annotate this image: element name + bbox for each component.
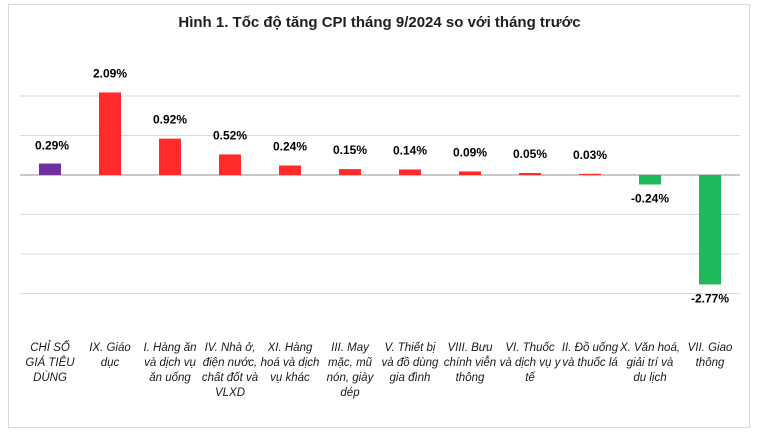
data-label-5: 0.15% <box>333 143 367 157</box>
data-label-10: -0.24% <box>631 191 669 205</box>
bar-3 <box>219 154 241 175</box>
category-label-3: IV. Nhà ở, điện nước, chất đốt và VLXD <box>201 342 259 399</box>
bar-5 <box>339 169 361 175</box>
bar-11 <box>699 175 721 285</box>
bar-7 <box>459 171 481 175</box>
category-label-5: III. May mặc, mũ nón, giày dép <box>326 342 374 399</box>
data-label-0: 0.29% <box>35 139 69 153</box>
bar-1 <box>99 92 121 175</box>
bar-4 <box>279 165 301 175</box>
bar-6 <box>399 169 421 175</box>
data-label-2: 0.92% <box>153 113 187 127</box>
bar-2 <box>159 138 181 175</box>
category-label-11: VII. Giao thông <box>687 342 733 369</box>
data-label-1: 2.09% <box>93 66 127 80</box>
data-label-6: 0.14% <box>393 143 427 157</box>
category-label-8: VI. Thuốc và dịch vụ y tế <box>499 342 561 384</box>
category-label-6: V. Thiết bị và đồ dùng gia đình <box>381 342 439 384</box>
data-label-4: 0.24% <box>273 140 307 154</box>
category-label-9: II. Đồ uống và thuốc lá <box>561 342 619 369</box>
bar-8 <box>519 173 541 175</box>
data-label-3: 0.52% <box>213 128 247 142</box>
data-label-9: 0.03% <box>573 148 607 162</box>
data-label-11: -2.77% <box>691 291 729 305</box>
bar-0 <box>39 163 61 175</box>
data-label-8: 0.05% <box>513 147 547 161</box>
category-label-2: I. Hàng ăn và dịch vụ ăn uống <box>143 342 197 384</box>
chart-frame <box>8 4 750 428</box>
chart-title: Hình 1. Tốc độ tăng CPI tháng 9/2024 so … <box>178 14 581 31</box>
category-label-1: IX. Giáo dục <box>89 342 131 369</box>
bar-9 <box>579 173 601 175</box>
data-label-7: 0.09% <box>453 145 487 159</box>
bar-10 <box>639 175 661 185</box>
category-label-0: CHỈ SỐ GIÁ TIÊU DÙNG <box>25 342 75 384</box>
category-label-10: X. Văn hoá, giải trí và du lịch <box>619 342 681 384</box>
category-label-4: XI. Hàng hoá và dịch vụ khác <box>260 342 320 384</box>
category-label-7: VIII. Bưu chính viễn thông <box>443 342 497 384</box>
